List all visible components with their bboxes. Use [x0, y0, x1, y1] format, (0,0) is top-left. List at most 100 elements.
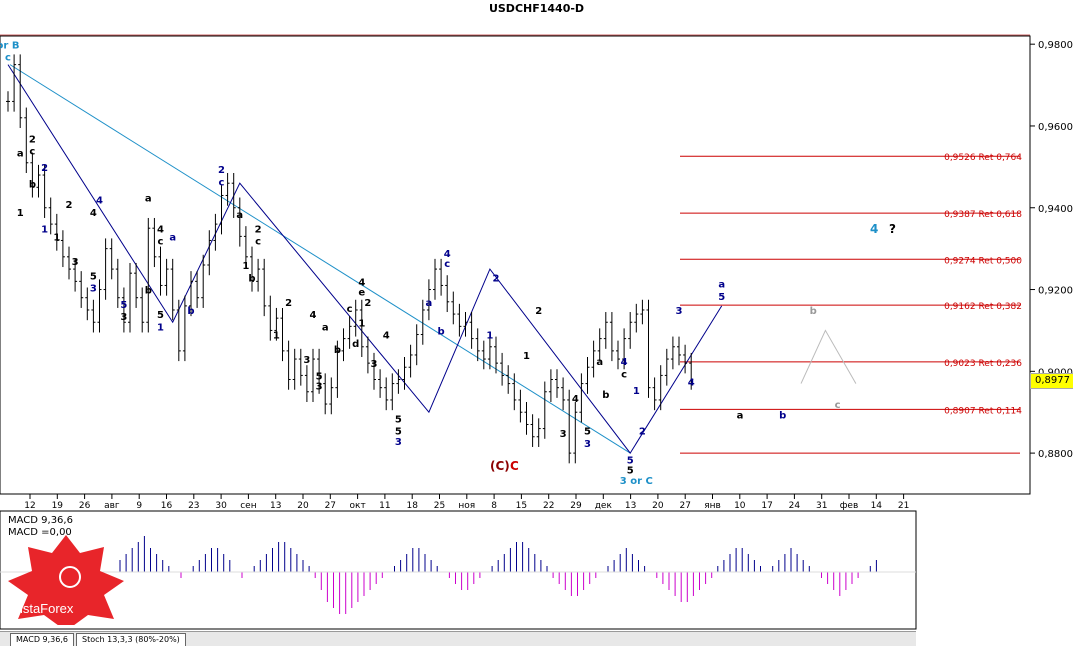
x-tick-label: 16 — [161, 501, 173, 511]
x-tick-label: 9 — [136, 501, 142, 511]
wave-label: 4 — [157, 224, 164, 235]
wave-label: 4 — [444, 249, 451, 260]
y-tick-label: 0,9200 — [1038, 286, 1073, 297]
main-panel-frame — [0, 35, 1031, 495]
wave-label: 3 — [316, 382, 323, 393]
wave-label: a — [737, 410, 744, 421]
x-tick-label: 17 — [761, 501, 772, 511]
wave-label: 3 — [72, 257, 79, 268]
wave-zigzag-line — [7, 64, 723, 454]
x-tick-label: окт — [350, 501, 366, 511]
x-tick-label: 20 — [652, 501, 664, 511]
wave-label-large: C — [510, 459, 519, 473]
tab-macd[interactable]: MACD 9,36,6 — [10, 633, 74, 646]
logo-text: InstaForex — [12, 601, 74, 616]
wave-label: 2 — [255, 224, 262, 235]
wave-label: 5 — [120, 300, 127, 311]
wave-label: 1 — [41, 224, 48, 235]
wave-label: 4 — [90, 208, 97, 219]
logo-star-icon — [8, 535, 124, 631]
wave-label: c — [158, 237, 164, 248]
wave-label: 3 — [120, 312, 127, 323]
wave-label: 5 — [395, 427, 402, 438]
x-tick-label: авг — [104, 501, 120, 511]
wave-label: b — [438, 327, 445, 338]
wave-label: 3 — [371, 359, 378, 370]
x-tick-label: янв — [704, 501, 721, 511]
wave-label: e — [358, 288, 365, 299]
wave-label: a — [426, 298, 433, 309]
x-tick-label: дек — [595, 501, 613, 511]
x-tick-label: 8 — [491, 501, 497, 511]
wave-label: 2 — [364, 298, 371, 309]
wave-label: a — [596, 357, 603, 368]
wave-label: 2 — [41, 163, 48, 174]
instaforex-logo: InstaForex — [0, 535, 132, 631]
wave-label: 4 — [96, 196, 103, 207]
wave-label: 4 — [310, 310, 317, 321]
x-tick-label: 11 — [379, 501, 390, 511]
wave-label: 2 — [29, 134, 36, 145]
wave-label: b — [602, 390, 609, 401]
wave-label: 2 — [66, 200, 73, 211]
tab-stoch[interactable]: Stoch 13,3,3 (80%-20%) — [76, 633, 186, 646]
wave-label: 4 — [572, 394, 579, 405]
fib-level-label: 0,9162 Ret 0,382 — [944, 302, 1022, 312]
wave-label: 5 — [627, 466, 634, 477]
y-tick-label: 0,9800 — [1038, 40, 1073, 51]
wave-label: 1 — [633, 386, 640, 397]
y-tick-label: 0,8800 — [1038, 449, 1073, 460]
x-tick-label: 26 — [79, 501, 91, 511]
fib-level-label: 0,9526 Ret 0,764 — [944, 153, 1022, 163]
wave-label: 5 — [316, 372, 323, 383]
y-tick-label: 0,9600 — [1038, 122, 1073, 133]
fib-level-label: 0,8907 Ret 0,114 — [944, 406, 1022, 416]
x-tick-label: 20 — [297, 501, 309, 511]
x-tick-label: фев — [840, 501, 859, 511]
wave-label: 1 — [358, 318, 365, 329]
wave-label: 1 — [53, 232, 60, 243]
wave-label: b — [248, 273, 255, 284]
fib-level-label: 0,9274 Ret 0,500 — [944, 256, 1022, 266]
x-tick-label: 19 — [52, 501, 64, 511]
x-tick-label: ноя — [458, 501, 475, 511]
wave-label: 3 or C — [620, 476, 653, 487]
wave-label: c — [835, 400, 841, 411]
wave-label: c — [5, 53, 11, 64]
x-tick-label: 23 — [188, 501, 199, 511]
x-tick-label: 18 — [406, 501, 418, 511]
current-price-tag: 0,8977 — [1030, 373, 1073, 389]
x-tick-label: 21 — [898, 501, 909, 511]
x-tick-label: 15 — [516, 501, 527, 511]
wave-label: d — [352, 339, 359, 350]
x-tick-label: 10 — [734, 501, 746, 511]
x-tick-label: сен — [240, 501, 256, 511]
wave-label: 2 — [639, 427, 646, 438]
wave-label: 2 — [493, 273, 500, 284]
fib-level-label: 0,9387 Ret 0,618 — [944, 210, 1022, 220]
x-tick-label: 25 — [434, 501, 445, 511]
wave-label: a — [322, 322, 329, 333]
wave-label: a — [718, 279, 725, 290]
wave-label-large: ? — [889, 222, 896, 236]
x-tick-label: 22 — [543, 501, 554, 511]
wave-label: b — [810, 306, 817, 317]
wave-label-large: 4 — [870, 222, 878, 236]
wave-label: 1 — [523, 351, 530, 362]
wave-label-large: (C) — [490, 459, 510, 473]
macd-panel-frame — [0, 510, 917, 630]
x-tick-label: 31 — [816, 501, 827, 511]
wave-label: 5 — [627, 455, 634, 466]
wave-label: 4 — [358, 277, 365, 288]
wave-label: 1 — [157, 322, 164, 333]
wave-label: 2 — [218, 165, 225, 176]
wave-label: b — [334, 345, 341, 356]
macd-label-line2: MACD =0,00 — [8, 527, 72, 538]
x-tick-label: 13 — [625, 501, 636, 511]
wave-label: c — [444, 259, 450, 270]
wave-label: a — [236, 210, 243, 221]
wave-label: or B — [0, 40, 19, 51]
wave-label: c — [347, 304, 353, 315]
trend-line — [9, 64, 631, 454]
